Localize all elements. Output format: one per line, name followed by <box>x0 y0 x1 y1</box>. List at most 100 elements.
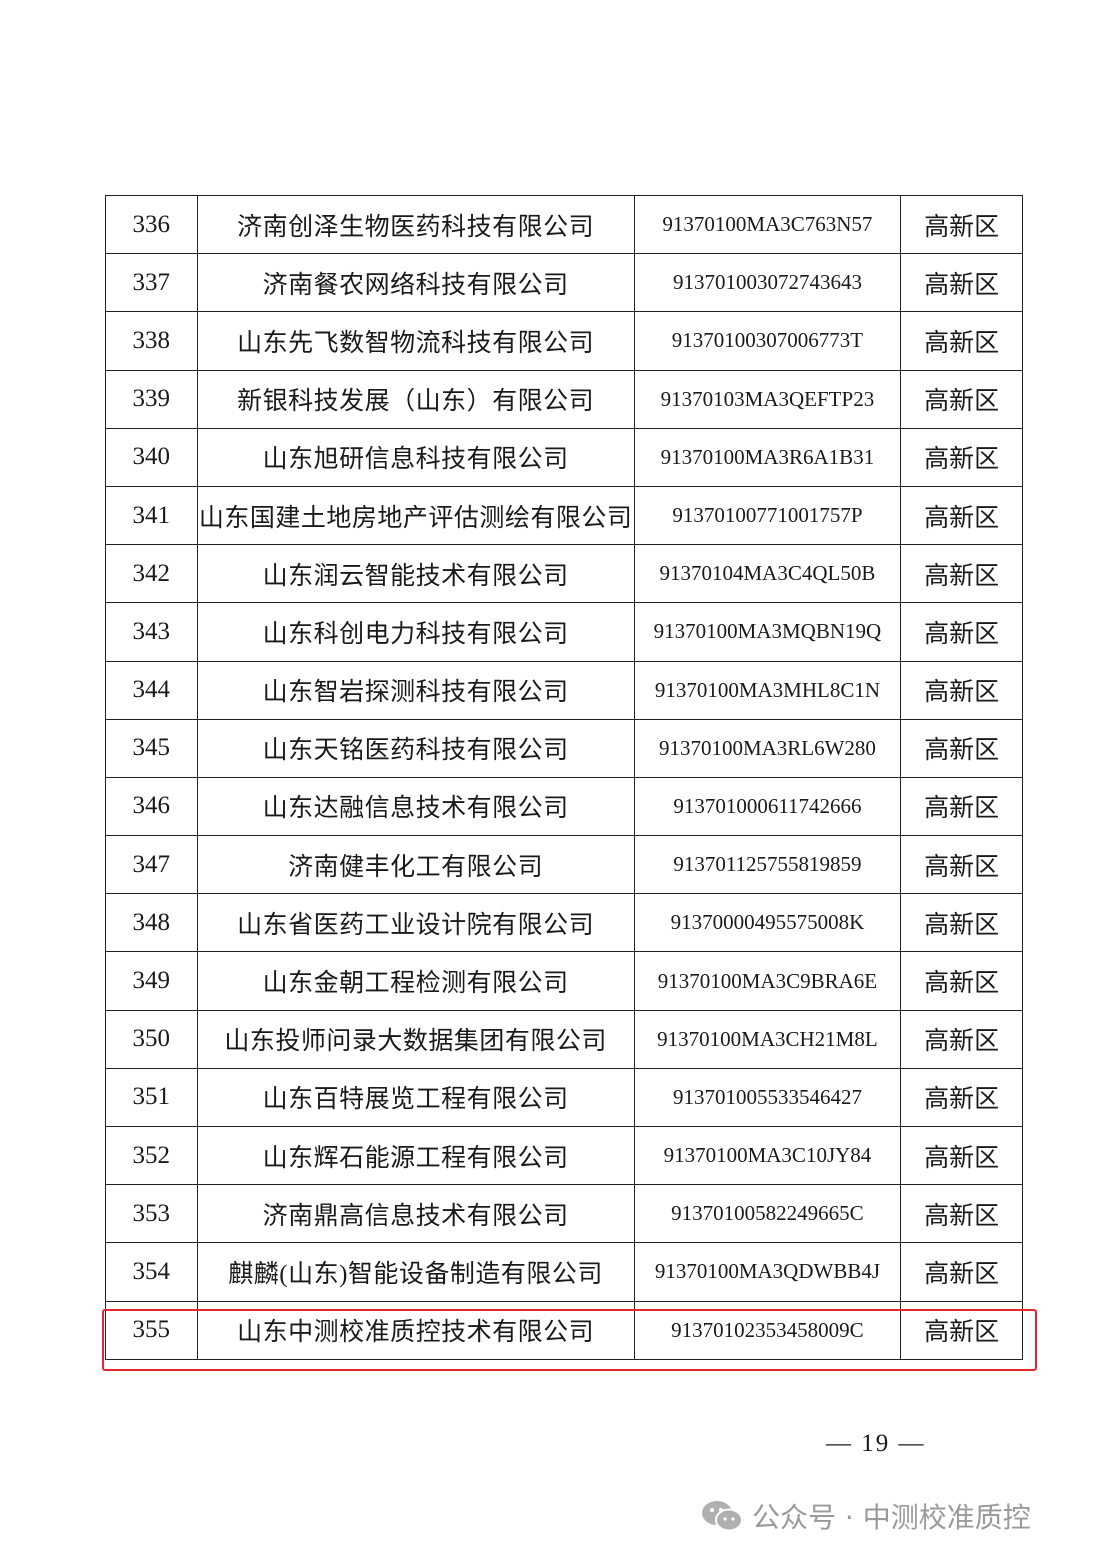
row-number: 345 <box>105 718 198 778</box>
row-number: 349 <box>105 951 198 1011</box>
credit-code: 91370100582249665C <box>633 1184 902 1244</box>
company-name: 山东润云智能技术有限公司 <box>196 544 635 604</box>
credit-code: 91370100MA3C763N57 <box>633 194 902 255</box>
table-row: 349 山东金朝工程检测有限公司 91370100MA3C9BRA6E 高新区 <box>105 951 1023 1011</box>
company-name: 新银科技发展（山东）有限公司 <box>196 369 635 429</box>
district: 高新区 <box>900 544 1023 604</box>
district: 高新区 <box>900 485 1023 546</box>
company-name: 济南鼎高信息技术有限公司 <box>196 1184 635 1244</box>
row-number: 351 <box>105 1067 198 1128</box>
district: 高新区 <box>900 893 1023 953</box>
district: 高新区 <box>900 194 1023 255</box>
table-row: 354 麒麟(山东)智能设备制造有限公司 91370100MA3QDWBB4J 高新区 <box>105 1242 1023 1302</box>
row-number: 344 <box>105 660 198 720</box>
row-number: 338 <box>105 311 198 371</box>
district: 高新区 <box>900 1125 1023 1186</box>
table-row: 353 济南鼎高信息技术有限公司 91370100582249665C 高新区 <box>105 1184 1023 1244</box>
credit-code: 913701005533546427 <box>633 1067 902 1128</box>
district: 高新区 <box>900 1300 1023 1360</box>
table-row: 337 济南餐农网络科技有限公司 913701003072743643 高新区 <box>105 253 1023 313</box>
wechat-icon <box>702 1501 743 1532</box>
company-table: 336 济南创泽生物医药科技有限公司 91370100MA3C763N57 高新区 33… <box>105 194 1023 1360</box>
credit-code: 91370100MA3C10JY84 <box>633 1125 902 1186</box>
table-row: 344 山东智岩探测科技有限公司 91370100MA3MHL8C1N 高新区 <box>105 660 1023 720</box>
district: 高新区 <box>900 776 1023 837</box>
row-number: 337 <box>105 253 198 313</box>
company-name: 山东金朝工程检测有限公司 <box>196 951 635 1011</box>
district: 高新区 <box>900 369 1023 429</box>
credit-code: 91370000495575008K <box>633 893 902 953</box>
company-name: 济南创泽生物医药科技有限公司 <box>196 194 635 255</box>
credit-code: 91370102353458009C <box>633 1300 902 1360</box>
company-name: 山东中测校准质控技术有限公司 <box>196 1300 635 1360</box>
row-number: 347 <box>105 835 198 895</box>
credit-code: 91370104MA3C4QL50B <box>633 544 902 604</box>
district: 高新区 <box>900 1067 1023 1128</box>
district: 高新区 <box>900 253 1023 313</box>
credit-code: 91370103MA3QEFTP23 <box>633 369 902 429</box>
company-name: 山东旭研信息科技有限公司 <box>196 427 635 487</box>
district: 高新区 <box>900 1009 1023 1069</box>
credit-code: 91370100MA3CH21M8L <box>633 1009 902 1069</box>
company-name: 山东智岩探测科技有限公司 <box>196 660 635 720</box>
table-row: 348 山东省医药工业设计院有限公司 91370000495575008K 高新区 <box>105 893 1023 953</box>
district: 高新区 <box>900 718 1023 778</box>
district: 高新区 <box>900 951 1023 1011</box>
company-name: 山东先飞数智物流科技有限公司 <box>196 311 635 371</box>
table-row: 352 山东辉石能源工程有限公司 91370100MA3C10JY84 高新区 <box>105 1125 1023 1186</box>
company-name: 山东百特展览工程有限公司 <box>196 1067 635 1128</box>
district: 高新区 <box>900 427 1023 487</box>
table-row: 341 山东国建土地房地产评估测绘有限公司 91370100771001757P 高新… <box>105 485 1023 546</box>
row-number: 355 <box>105 1300 198 1360</box>
row-number: 336 <box>105 194 198 255</box>
row-number: 352 <box>105 1125 198 1186</box>
table-row: 350 山东投师问录大数据集团有限公司 91370100MA3CH21M8L 高新区 <box>105 1009 1023 1069</box>
company-name: 山东天铭医药科技有限公司 <box>196 718 635 778</box>
row-number: 341 <box>105 485 198 546</box>
row-number: 339 <box>105 369 198 429</box>
district: 高新区 <box>900 602 1023 662</box>
credit-code: 91370100MA3R6A1B31 <box>633 427 902 487</box>
table-row: 355 山东中测校准质控技术有限公司 91370102353458009C 高新区 <box>105 1300 1023 1360</box>
table-row: 336 济南创泽生物医药科技有限公司 91370100MA3C763N57 高新区 <box>105 194 1023 255</box>
table-row: 343 山东科创电力科技有限公司 91370100MA3MQBN19Q 高新区 <box>105 602 1023 662</box>
table-row: 347 济南健丰化工有限公司 913701125755819859 高新区 <box>105 835 1023 895</box>
company-name: 山东省医药工业设计院有限公司 <box>196 893 635 953</box>
company-name: 山东科创电力科技有限公司 <box>196 602 635 662</box>
district: 高新区 <box>900 311 1023 371</box>
company-name: 山东辉石能源工程有限公司 <box>196 1125 635 1186</box>
table-row: 340 山东旭研信息科技有限公司 91370100MA3R6A1B31 高新区 <box>105 427 1023 487</box>
company-name: 济南健丰化工有限公司 <box>196 835 635 895</box>
credit-code: 913701125755819859 <box>633 835 902 895</box>
district: 高新区 <box>900 1242 1023 1302</box>
credit-code: 91370100307006773T <box>633 311 902 371</box>
company-name: 麒麟(山东)智能设备制造有限公司 <box>196 1242 635 1302</box>
row-number: 353 <box>105 1184 198 1244</box>
table-row: 351 山东百特展览工程有限公司 913701005533546427 高新区 <box>105 1067 1023 1128</box>
row-number: 342 <box>105 544 198 604</box>
watermark-text: 公众号 · 中测校准质控 <box>752 1501 1031 1534</box>
table-row: 346 山东达融信息技术有限公司 913701000611742666 高新区 <box>105 776 1023 837</box>
row-number: 343 <box>105 602 198 662</box>
company-name: 山东达融信息技术有限公司 <box>196 776 635 837</box>
page-number: — 19 — <box>826 1430 926 1457</box>
row-number: 340 <box>105 427 198 487</box>
district: 高新区 <box>900 1184 1023 1244</box>
table-row: 345 山东天铭医药科技有限公司 91370100MA3RL6W280 高新区 <box>105 718 1023 778</box>
credit-code: 91370100MA3RL6W280 <box>633 718 902 778</box>
row-number: 350 <box>105 1009 198 1069</box>
row-number: 354 <box>105 1242 198 1302</box>
credit-code: 913701003072743643 <box>633 253 902 313</box>
watermark: 公众号 · 中测校准质控 <box>700 1496 1031 1536</box>
credit-code: 91370100MA3MHL8C1N <box>633 660 902 720</box>
credit-code: 91370100771001757P <box>633 485 902 546</box>
credit-code: 913701000611742666 <box>633 776 902 837</box>
district: 高新区 <box>900 660 1023 720</box>
table-row: 338 山东先飞数智物流科技有限公司 91370100307006773T 高新区 <box>105 311 1023 371</box>
table-row: 339 新银科技发展（山东）有限公司 91370103MA3QEFTP23 高新区 <box>105 369 1023 429</box>
row-number: 346 <box>105 776 198 837</box>
company-name: 山东投师问录大数据集团有限公司 <box>196 1009 635 1069</box>
credit-code: 91370100MA3MQBN19Q <box>633 602 902 662</box>
row-number: 348 <box>105 893 198 953</box>
table-row: 342 山东润云智能技术有限公司 91370104MA3C4QL50B 高新区 <box>105 544 1023 604</box>
